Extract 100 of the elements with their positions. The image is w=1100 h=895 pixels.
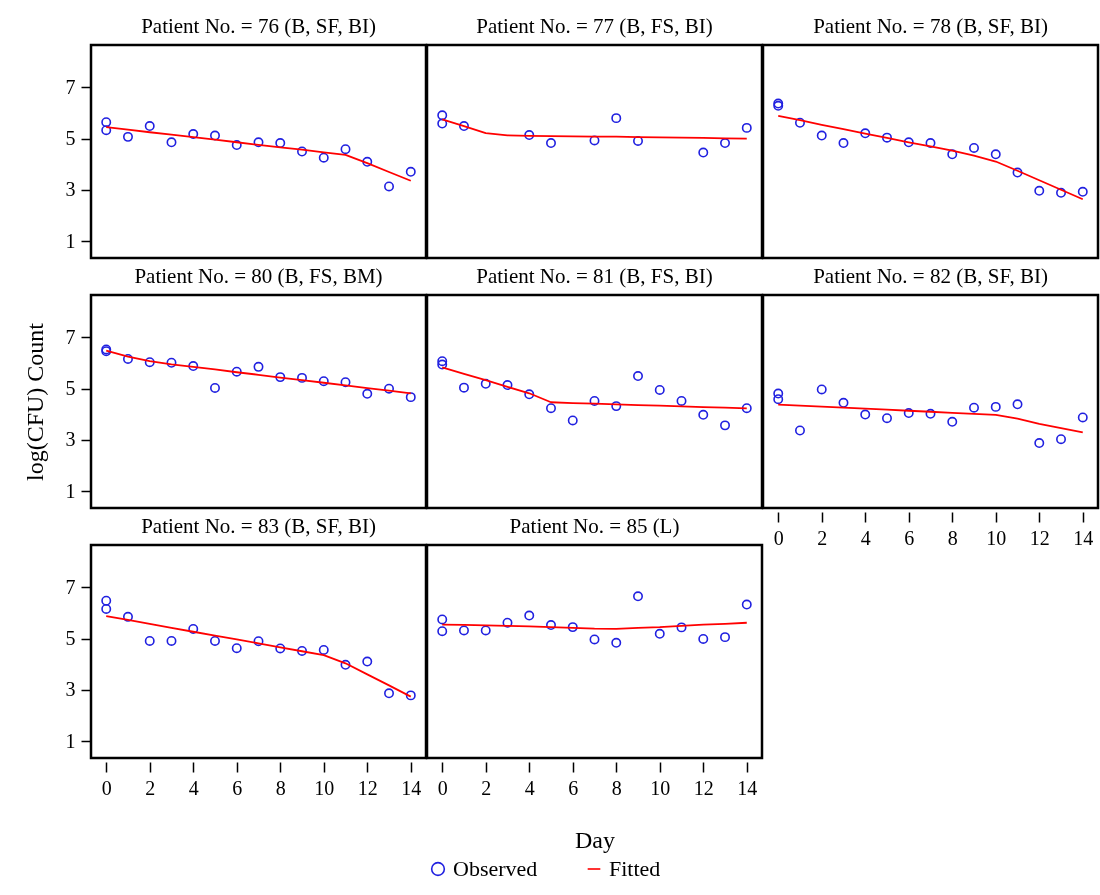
point — [546, 620, 556, 631]
legend-label: Observed — [453, 856, 538, 881]
x-tick-label: 4 — [188, 776, 199, 799]
y-tick-label: 3 — [65, 678, 76, 701]
point — [437, 110, 448, 121]
point — [546, 138, 556, 149]
point — [990, 401, 1001, 412]
point — [502, 617, 513, 628]
point — [633, 591, 643, 602]
point — [773, 388, 784, 399]
y-tick-label: 5 — [65, 377, 76, 400]
x-tick-label: 10 — [986, 526, 1007, 549]
point — [502, 380, 513, 391]
point — [969, 142, 979, 153]
point — [947, 416, 958, 427]
point — [297, 372, 307, 383]
point — [676, 622, 687, 633]
point — [698, 633, 709, 644]
point — [297, 646, 307, 656]
y-tick-label: 3 — [65, 428, 76, 451]
point — [1077, 412, 1088, 423]
point — [524, 130, 535, 141]
point — [123, 131, 133, 142]
point — [589, 135, 600, 146]
point — [567, 622, 578, 633]
point — [567, 415, 578, 426]
point — [123, 611, 133, 622]
y-tick-label: 5 — [65, 627, 76, 650]
x-tick-label: 2 — [145, 776, 156, 799]
point — [166, 357, 177, 368]
point — [773, 394, 784, 405]
chart-title: Patient No. = 81 (B, FS, BI) — [476, 264, 713, 288]
point — [405, 690, 416, 701]
point — [795, 425, 805, 436]
point — [459, 382, 469, 393]
point — [611, 113, 622, 124]
point — [524, 389, 535, 400]
x-tick-label: 14 — [737, 776, 758, 799]
point — [741, 122, 752, 133]
point — [1034, 185, 1045, 196]
y-tick-label: 5 — [65, 127, 76, 150]
point — [589, 634, 600, 645]
point — [188, 623, 199, 634]
point — [480, 625, 491, 636]
point — [720, 632, 730, 643]
point — [882, 132, 892, 143]
point — [253, 137, 264, 148]
point — [741, 403, 752, 414]
point — [698, 409, 709, 420]
x-tick-label: 10 — [314, 776, 335, 799]
point — [480, 378, 491, 389]
line-series — [105, 126, 412, 182]
point — [969, 402, 979, 413]
point — [698, 147, 709, 158]
point — [384, 383, 394, 394]
point — [795, 117, 805, 128]
x-tick-label: 10 — [650, 776, 671, 799]
x-tick-label: 4 — [860, 526, 871, 549]
point — [903, 408, 914, 419]
x-tick-label: 2 — [481, 776, 492, 799]
point — [297, 146, 307, 157]
point — [1056, 434, 1066, 445]
point — [838, 397, 849, 408]
x-tick-label: 2 — [817, 526, 828, 549]
point — [253, 361, 264, 372]
point — [633, 136, 643, 146]
point — [611, 637, 622, 648]
x-tick-label: 8 — [947, 526, 958, 549]
chart-title: Patient No. = 80 (B, FS, BM) — [134, 264, 383, 288]
point — [101, 125, 112, 136]
point — [166, 636, 177, 646]
chart-title: Patient No. = 85 (L) — [509, 514, 680, 538]
y-tick-label: 7 — [65, 575, 76, 598]
point — [546, 403, 556, 414]
point — [210, 636, 220, 646]
x-tick-label: 4 — [524, 776, 535, 799]
point — [253, 636, 264, 647]
chart-title: Patient No. = 76 (B, SF, BI) — [141, 14, 376, 38]
point — [1012, 399, 1023, 410]
point — [925, 138, 936, 149]
x-tick-label: 14 — [1073, 526, 1094, 549]
point — [101, 117, 112, 128]
point — [838, 138, 849, 149]
point — [144, 636, 155, 646]
point — [318, 152, 329, 163]
point — [654, 628, 665, 639]
point — [947, 149, 958, 160]
y-tick-label: 1 — [65, 229, 76, 252]
point — [231, 366, 242, 377]
x-tick-label: 0 — [773, 526, 784, 549]
point — [275, 643, 286, 654]
point — [1077, 186, 1088, 197]
x-axis-title: Day — [575, 826, 615, 853]
x-tick-label: 0 — [437, 776, 448, 799]
point — [362, 656, 373, 667]
point — [166, 137, 177, 148]
point — [188, 129, 199, 140]
chart-title: Patient No. = 83 (B, SF, BI) — [141, 514, 376, 538]
point — [144, 121, 155, 132]
point — [816, 384, 827, 395]
